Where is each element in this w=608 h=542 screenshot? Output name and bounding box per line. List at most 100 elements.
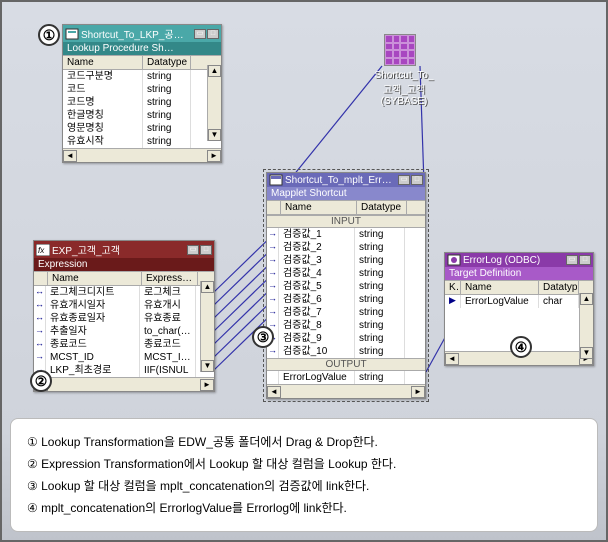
table-row[interactable]: ↔유효종료일자유효종료 — [34, 312, 214, 325]
scroll-right-icon[interactable]: ► — [411, 386, 425, 398]
scroll-left-icon[interactable]: ◄ — [445, 353, 459, 365]
table-row[interactable]: →검증값_10string — [267, 345, 425, 358]
minimize-icon[interactable]: ▭ — [187, 245, 199, 255]
maximize-icon[interactable]: □ — [200, 245, 212, 255]
scrollbar-vertical[interactable]: ▲ ▼ — [200, 281, 214, 372]
target-title-buttons: ▭ □ — [566, 255, 591, 265]
annotation-badge-4: ④ — [510, 336, 532, 358]
table-row[interactable]: →검증값_6string — [267, 293, 425, 306]
minimize-icon[interactable]: ▭ — [194, 29, 206, 39]
minimize-icon[interactable]: ▭ — [398, 175, 410, 185]
scroll-left-icon[interactable]: ◄ — [267, 386, 281, 398]
mapplet-shortcut-window[interactable]: Shortcut_To_mplt_Err… ▭ □ Mapplet Shortc… — [266, 172, 426, 399]
maximize-icon[interactable]: □ — [411, 175, 423, 185]
port-name: LKP_최초경로 — [46, 364, 140, 377]
target-table-header: K… Name Datatyp… — [445, 280, 593, 295]
table-row[interactable]: →검증값_1string — [267, 228, 425, 241]
scroll-left-icon[interactable]: ◄ — [63, 150, 77, 162]
table-row[interactable]: 코드string — [63, 83, 221, 96]
output-section-label: OUTPUT — [267, 358, 425, 371]
scrollbar-vertical[interactable]: ▲ ▼ — [207, 65, 221, 141]
port-name: 로그체크디지트 — [46, 286, 140, 299]
table-row[interactable]: ↔로그체크디지트로그체크 — [34, 286, 214, 299]
table-row[interactable]: 코드명string — [63, 96, 221, 109]
table-row[interactable]: 한글명칭string — [63, 109, 221, 122]
table-row[interactable]: →검증값_7string — [267, 306, 425, 319]
table-row[interactable]: →LKP_최초경로IIF(ISNUL — [34, 364, 214, 377]
lookup-table-header: Name Datatype — [63, 55, 221, 70]
table-row[interactable]: →검증값_9string — [267, 332, 425, 345]
table-row[interactable]: →검증값_5string — [267, 280, 425, 293]
scrollbar-horizontal[interactable]: ◄ ► — [267, 384, 425, 398]
port-direction-icon: → — [267, 267, 279, 280]
target-icon — [447, 254, 461, 266]
lookup-title-bar[interactable]: Shortcut_To_LKP_공통… ▭ □ — [63, 25, 221, 42]
port-datatype: string — [355, 345, 405, 358]
column-header-key[interactable]: K… — [445, 281, 461, 294]
table-row[interactable]: 유효시작string — [63, 135, 221, 148]
column-header-name[interactable]: Name — [281, 201, 357, 214]
port-direction-icon: → — [34, 325, 46, 338]
mapplet-output-rows: ErrorLogValuestring — [267, 371, 425, 384]
column-header-name[interactable]: Name — [461, 281, 539, 294]
port-name: 코드명 — [63, 96, 143, 109]
scroll-up-icon[interactable]: ▲ — [201, 281, 214, 293]
port-datatype: string — [355, 267, 405, 280]
table-row[interactable]: 코드구분명string — [63, 70, 221, 83]
table-row[interactable]: →검증값_3string — [267, 254, 425, 267]
scroll-right-icon[interactable]: ► — [200, 379, 214, 391]
lookup-subtitle: Lookup Procedure Sh… — [63, 42, 221, 55]
port-expression: 유효종료 — [140, 312, 196, 325]
port-name: 종료코드 — [46, 338, 140, 351]
scrollbar-horizontal[interactable]: ◄ ► — [63, 148, 221, 162]
column-header-datatype[interactable]: Datatype — [143, 56, 191, 69]
table-row[interactable]: →검증값_8string — [267, 319, 425, 332]
mapplet-subtitle: Mapplet Shortcut — [267, 187, 425, 200]
maximize-icon[interactable]: □ — [207, 29, 219, 39]
port-direction-icon: → — [267, 254, 279, 267]
column-header-datatype[interactable]: Datatyp… — [539, 281, 579, 294]
scroll-right-icon[interactable]: ► — [207, 150, 221, 162]
table-row[interactable]: →검증값_2string — [267, 241, 425, 254]
port-name: 영문명칭 — [63, 122, 143, 135]
scrollbar-horizontal[interactable]: ◄ ► — [34, 377, 214, 391]
table-row[interactable]: →검증값_4string — [267, 267, 425, 280]
port-datatype: string — [143, 135, 191, 148]
port-direction-icon: ↔ — [34, 338, 46, 351]
scroll-up-icon[interactable]: ▲ — [580, 293, 593, 305]
scroll-down-icon[interactable]: ▼ — [580, 347, 593, 359]
table-row[interactable]: →MCST_IDMCST_I… — [34, 351, 214, 364]
source-table-icon[interactable] — [384, 34, 416, 66]
table-row[interactable]: →추출일자to_char(… — [34, 325, 214, 338]
scroll-down-icon[interactable]: ▼ — [208, 129, 221, 141]
column-header-expression[interactable]: Express… — [142, 272, 198, 285]
port-datatype: string — [355, 332, 405, 345]
table-row[interactable]: ErrorLogValuestring — [267, 371, 425, 384]
column-header-name[interactable]: Name — [63, 56, 143, 69]
target-title-bar[interactable]: ErrorLog (ODBC) ▭ □ — [445, 253, 593, 267]
port-datatype: string — [355, 293, 405, 306]
port-expression: 유효개시 — [140, 299, 196, 312]
port-name: 유효개시일자 — [46, 299, 140, 312]
table-row[interactable]: ↔유효개시일자유효개시 — [34, 299, 214, 312]
port-name: 검증값_10 — [279, 345, 355, 358]
minimize-icon[interactable]: ▭ — [566, 255, 578, 265]
port-name: 검증값_6 — [279, 293, 355, 306]
lookup-transformation-window[interactable]: Shortcut_To_LKP_공통… ▭ □ Lookup Procedure… — [62, 24, 222, 163]
port-direction-icon: ↔ — [34, 312, 46, 325]
port-name: 검증값_2 — [279, 241, 355, 254]
mapplet-title-bar[interactable]: Shortcut_To_mplt_Err… ▭ □ — [267, 173, 425, 187]
scrollbar-vertical[interactable]: ▲ ▼ — [579, 293, 593, 359]
port-datatype: string — [143, 70, 191, 83]
scroll-down-icon[interactable]: ▼ — [201, 360, 214, 372]
table-row[interactable]: ↔종료코드종료코드 — [34, 338, 214, 351]
scroll-up-icon[interactable]: ▲ — [208, 65, 221, 77]
column-header-name[interactable]: Name — [48, 272, 142, 285]
table-row[interactable]: 영문명칭string — [63, 122, 221, 135]
expr-title-bar[interactable]: fx EXP_고객_고객 ▭ □ — [34, 241, 214, 258]
port-datatype: string — [355, 319, 405, 332]
column-header-datatype[interactable]: Datatype — [357, 201, 407, 214]
maximize-icon[interactable]: □ — [579, 255, 591, 265]
table-row[interactable]: ▶ErrorLogValuechar — [445, 295, 593, 308]
expression-transformation-window[interactable]: fx EXP_고객_고객 ▭ □ Expression Name Express… — [33, 240, 215, 392]
